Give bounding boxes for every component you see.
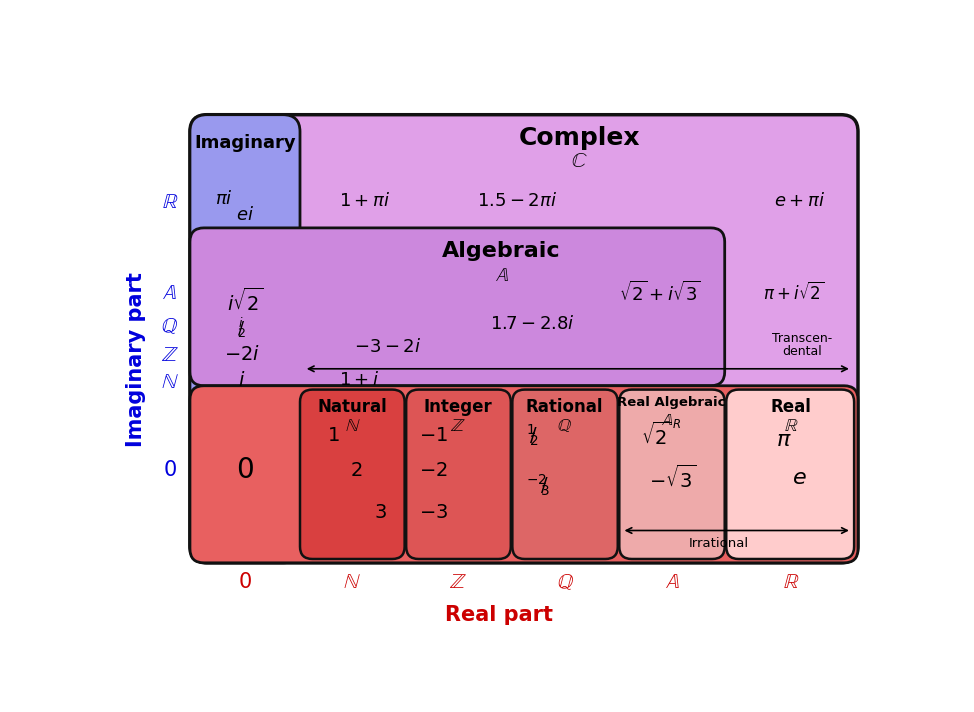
Text: Natural: Natural [318, 398, 388, 417]
Text: Integer: Integer [424, 398, 492, 417]
FancyBboxPatch shape [727, 389, 854, 559]
Text: $\mathbb{A}$: $\mathbb{A}$ [495, 266, 508, 285]
Text: Imaginary part: Imaginary part [126, 272, 146, 447]
Text: $\pi+i\sqrt{2}$: $\pi+i\sqrt{2}$ [763, 282, 824, 305]
Text: $\mathbb{N}$: $\mathbb{N}$ [345, 417, 360, 435]
Text: $1$: $1$ [327, 426, 340, 445]
Text: $\mathbb{C}$: $\mathbb{C}$ [571, 151, 587, 171]
Text: $3$: $3$ [374, 503, 387, 523]
Text: $ei$: $ei$ [237, 206, 254, 224]
Text: $\mathbb{Z}$: $\mathbb{Z}$ [161, 345, 178, 365]
Text: $\sqrt{2}+i\sqrt{3}$: $\sqrt{2}+i\sqrt{3}$ [619, 281, 701, 305]
FancyBboxPatch shape [190, 228, 725, 386]
Text: $\mathbb{Q}$: $\mathbb{Q}$ [162, 316, 178, 337]
Text: $-\sqrt{3}$: $-\sqrt{3}$ [649, 464, 695, 492]
Text: $1+\pi i$: $1+\pi i$ [339, 192, 390, 210]
Text: $\mathbb{R}$: $\mathbb{R}$ [784, 417, 799, 435]
Text: $\mathbb{A}$: $\mathbb{A}$ [163, 283, 177, 303]
Text: $1.5-2\pi i$: $1.5-2\pi i$ [477, 192, 557, 210]
FancyBboxPatch shape [190, 386, 858, 563]
Text: $\mathbb{A}$: $\mathbb{A}$ [664, 572, 679, 592]
Text: $\sqrt{2}$: $\sqrt{2}$ [641, 422, 672, 449]
Text: $-1$: $-1$ [419, 426, 447, 445]
Text: $1+i$: $1+i$ [339, 372, 379, 389]
Text: $\pi$: $\pi$ [775, 429, 792, 450]
FancyBboxPatch shape [512, 389, 618, 559]
Text: $-3-2i$: $-3-2i$ [355, 338, 421, 356]
Text: $\mathbb{Z}$: $\mathbb{Z}$ [450, 417, 466, 435]
Text: $1.7-2.8i$: $1.7-2.8i$ [490, 315, 575, 333]
Text: $\mathbb{Q}$: $\mathbb{Q}$ [556, 572, 574, 592]
Text: Irrational: Irrational [689, 537, 749, 550]
Text: $e+\pi i$: $e+\pi i$ [774, 192, 825, 210]
Text: $\pi i$: $\pi i$ [214, 190, 233, 209]
Text: $-3$: $-3$ [419, 503, 448, 523]
Text: $\mathbb{Q}$: $\mathbb{Q}$ [557, 417, 572, 435]
Text: $2$: $2$ [351, 461, 362, 480]
Text: Algebraic: Algebraic [442, 241, 561, 261]
Text: Real Algebraic: Real Algebraic [617, 396, 726, 409]
Text: dental: dental [782, 345, 822, 357]
Text: $^i\!\!/\!\!_2$: $^i\!\!/\!\!_2$ [238, 316, 246, 340]
Text: Imaginary: Imaginary [194, 134, 296, 152]
FancyBboxPatch shape [406, 389, 510, 559]
Text: Transcen-: Transcen- [772, 332, 833, 345]
Text: $\mathbb{A}_R$: $\mathbb{A}_R$ [661, 412, 682, 430]
FancyBboxPatch shape [190, 115, 858, 563]
Text: $0$: $0$ [236, 456, 254, 484]
Text: $e$: $e$ [792, 468, 806, 488]
Text: $0$: $0$ [238, 572, 252, 592]
FancyBboxPatch shape [190, 115, 300, 563]
Text: $\mathbb{R}$: $\mathbb{R}$ [162, 192, 178, 212]
Text: $\mathbb{N}$: $\mathbb{N}$ [343, 572, 360, 592]
FancyBboxPatch shape [300, 389, 404, 559]
Text: $\mathbb{N}$: $\mathbb{N}$ [161, 372, 178, 392]
Text: $-2$: $-2$ [419, 461, 447, 480]
Text: $-2i$: $-2i$ [224, 345, 260, 365]
Text: $i\sqrt{2}$: $i\sqrt{2}$ [227, 288, 263, 315]
FancyBboxPatch shape [619, 389, 725, 559]
Text: $\mathbb{Z}$: $\mathbb{Z}$ [449, 572, 467, 592]
Text: Real part: Real part [445, 605, 553, 625]
Text: $0$: $0$ [163, 461, 176, 481]
Text: $i$: $i$ [239, 371, 245, 390]
Text: Real: Real [770, 398, 811, 417]
Text: $^1\!\!/\!\!_2$: $^1\!\!/\!\!_2$ [526, 423, 539, 449]
Text: Complex: Complex [518, 126, 640, 150]
Text: $\mathbb{R}$: $\mathbb{R}$ [783, 572, 800, 592]
Text: $^{-2}\!\!/\!\!_3$: $^{-2}\!\!/\!\!_3$ [526, 473, 551, 498]
Text: Rational: Rational [526, 398, 603, 417]
